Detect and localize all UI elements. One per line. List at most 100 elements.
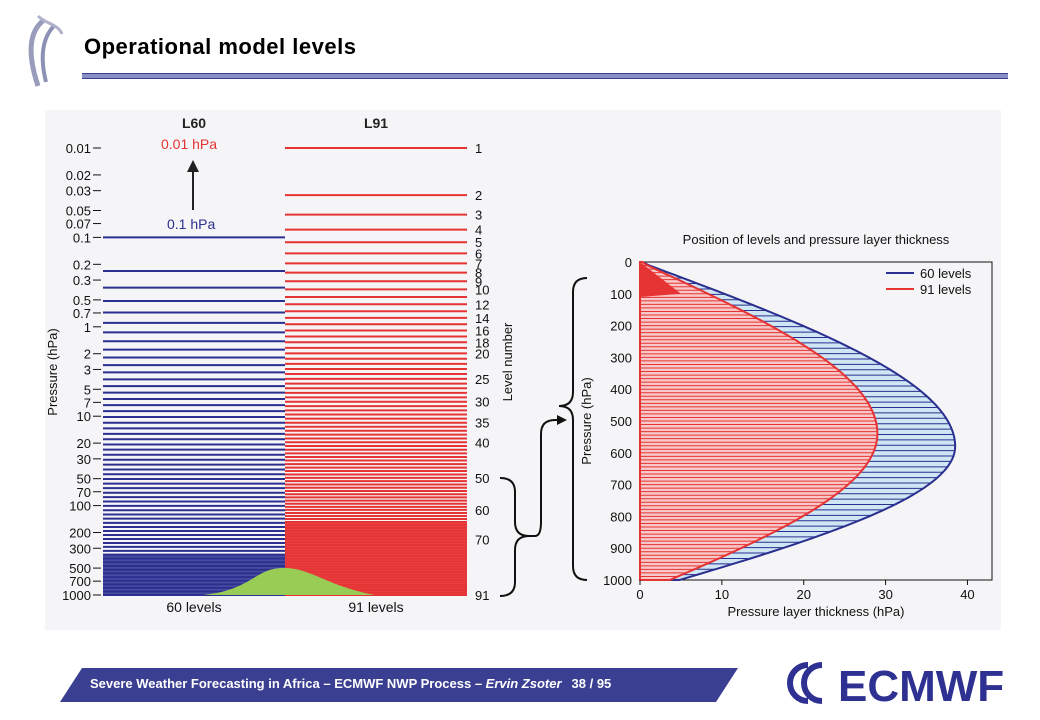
pressure-tick-label: 70 bbox=[77, 485, 91, 500]
level-number-label: 14 bbox=[475, 311, 489, 326]
level-number-label: 3 bbox=[475, 208, 482, 223]
bracket-connector bbox=[499, 277, 588, 597]
pressure-tick-label: 0.01 bbox=[66, 141, 91, 156]
ecmwf-logo: ECMWF bbox=[787, 662, 1004, 711]
top-level-label-blue: 0.1 hPa bbox=[167, 216, 215, 232]
level-number-label: 12 bbox=[475, 297, 489, 312]
thickness-y-tick-label: 100 bbox=[610, 287, 632, 302]
pressure-tick-label: 0.07 bbox=[66, 217, 91, 232]
pressure-tick-label: 0.05 bbox=[66, 203, 91, 218]
pressure-tick-label: 7 bbox=[84, 395, 91, 410]
page-number: 38 / 95 bbox=[571, 676, 612, 691]
level-number-label: 1 bbox=[475, 141, 482, 156]
thickness-y-tick-label: 800 bbox=[610, 509, 632, 524]
thickness-y-axis-label: Pressure (hPa) bbox=[579, 377, 594, 464]
level-number-label: 30 bbox=[475, 395, 489, 410]
level-number-label: 8 bbox=[475, 266, 482, 281]
orography-hill bbox=[203, 567, 375, 595]
thickness-x-axis-label: Pressure layer thickness (hPa) bbox=[727, 604, 904, 619]
level-number-label: 35 bbox=[475, 416, 489, 431]
thickness-y-tick-label: 600 bbox=[610, 446, 632, 461]
l91-header: L91 bbox=[364, 115, 388, 131]
thickness-y-tick-label: 300 bbox=[610, 350, 632, 365]
thickness-y-tick-label: 400 bbox=[610, 382, 632, 397]
pressure-tick-label: 1 bbox=[84, 320, 91, 335]
legend-label: 60 levels bbox=[920, 266, 972, 281]
thickness-x-tick-label: 30 bbox=[878, 587, 892, 602]
legend-label: 91 levels bbox=[920, 282, 972, 297]
l60-header: L60 bbox=[182, 115, 206, 131]
pressure-tick-label: 0.1 bbox=[73, 230, 91, 245]
level-number-label: 4 bbox=[475, 223, 482, 238]
pressure-tick-label: 30 bbox=[77, 452, 91, 467]
pressure-tick-label: 0.02 bbox=[66, 168, 91, 183]
level-number-label: 6 bbox=[475, 246, 482, 261]
slide-title: Operational model levels bbox=[84, 34, 357, 59]
level-number-label: 10 bbox=[475, 282, 489, 297]
left-bracket bbox=[499, 477, 530, 597]
pressure-tick-label: 0.2 bbox=[73, 257, 91, 272]
level-number-label: 16 bbox=[475, 323, 489, 338]
figure-panel: L60 L91 0.01 hPa 0.1 hPa 0.01 0.02 0.03 0.05 0.0… bbox=[45, 110, 1001, 630]
pressure-tick-label: 2 bbox=[84, 347, 91, 362]
pressure-tick-label: 0.5 bbox=[73, 293, 91, 308]
right-bracket bbox=[558, 277, 588, 581]
level-number-label: 18 bbox=[475, 335, 489, 350]
title-rule bbox=[82, 73, 1008, 79]
thickness-y-tick-label: 0 bbox=[625, 255, 632, 270]
level-number-label: 91 bbox=[475, 588, 489, 603]
model-levels-diagram: L60 L91 0.01 hPa 0.1 hPa 0.01 0.020.03 0.050.0… bbox=[45, 115, 993, 619]
pressure-tick-label: 5 bbox=[84, 382, 91, 397]
level-number-label: 50 bbox=[475, 471, 489, 486]
footer-bar bbox=[60, 668, 738, 702]
top-level-label-red: 0.01 hPa bbox=[161, 136, 217, 152]
thickness-y-tick-label: 900 bbox=[610, 541, 632, 556]
ecmwf-logo-text: ECMWF bbox=[838, 662, 1004, 711]
thickness-chart: Position of levels and pressure layer th… bbox=[579, 232, 993, 619]
pressure-tick-label: 500 bbox=[69, 561, 91, 576]
thickness-y-tick-label: 500 bbox=[610, 414, 632, 429]
thickness-x-tick-label: 40 bbox=[960, 587, 974, 602]
left-level-chart: L60 L91 0.01 hPa 0.1 hPa 0.01 0.020.03 0.050.0… bbox=[45, 115, 515, 615]
pressure-tick-label: 0.3 bbox=[73, 273, 91, 288]
level-number-axis-label: Level number bbox=[500, 322, 515, 401]
pressure-tick-label: 1000 bbox=[62, 588, 91, 603]
thickness-x-tick-label: 0 bbox=[636, 587, 643, 602]
l60-bottom-label: 60 levels bbox=[166, 599, 221, 615]
thickness-chart-title: Position of levels and pressure layer th… bbox=[683, 232, 950, 247]
pressure-tick-label: 3 bbox=[84, 362, 91, 377]
pressure-tick-label: 0.03 bbox=[66, 184, 91, 199]
level-number-label: 20 bbox=[475, 346, 489, 361]
pressure-tick-label: 200 bbox=[69, 526, 91, 541]
thickness-y-tick-label: 200 bbox=[610, 319, 632, 334]
bracket-connector-line bbox=[529, 419, 560, 537]
bracket-arrow-icon bbox=[557, 415, 567, 425]
pressure-tick-label: 20 bbox=[77, 436, 91, 451]
footer-prefix: Severe Weather Forecasting in Africa – E… bbox=[90, 676, 486, 691]
left-y-axis-label: Pressure (hPa) bbox=[45, 328, 60, 415]
level-number-label: 25 bbox=[475, 372, 489, 387]
pressure-tick-label: 300 bbox=[69, 541, 91, 556]
pressure-tick-label: 0.7 bbox=[73, 306, 91, 321]
l91-bottom-label: 91 levels bbox=[348, 599, 403, 615]
level-number-label: 40 bbox=[475, 435, 489, 450]
level-number-label: 7 bbox=[475, 256, 482, 271]
pressure-tick-label: 700 bbox=[69, 574, 91, 589]
thickness-y-tick-label: 700 bbox=[610, 478, 632, 493]
series-91-top-fill bbox=[640, 262, 681, 297]
level-number-label: 5 bbox=[475, 235, 482, 250]
pressure-tick-label: 10 bbox=[77, 409, 91, 424]
thickness-x-tick-label: 10 bbox=[715, 587, 729, 602]
thickness-y-tick-label: 1000 bbox=[603, 573, 632, 588]
level-number-label: 2 bbox=[475, 188, 482, 203]
pressure-tick-label: 100 bbox=[69, 499, 91, 514]
ecmwf-wave-icon bbox=[787, 662, 823, 704]
footer-author: Ervin Zsoter bbox=[485, 676, 562, 691]
swirl-logo-icon bbox=[28, 14, 64, 87]
level-number-label: 70 bbox=[475, 532, 489, 547]
level-number-label: 9 bbox=[475, 274, 482, 289]
footer-text: Severe Weather Forecasting in Africa – E… bbox=[90, 676, 611, 691]
top-arrow-head-icon bbox=[187, 160, 199, 172]
level-number-label: 60 bbox=[475, 503, 489, 518]
thickness-x-tick-label: 20 bbox=[796, 587, 810, 602]
